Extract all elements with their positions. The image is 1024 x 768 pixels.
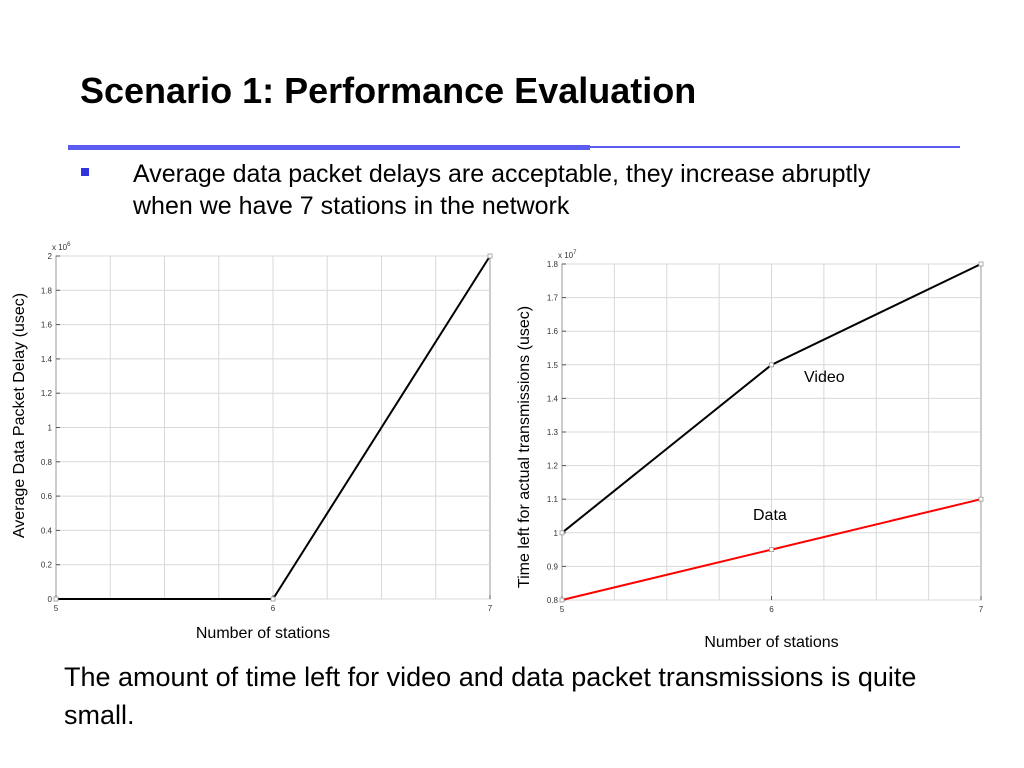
- y-multiplier-base: x 10: [52, 243, 68, 252]
- data-point: [769, 547, 774, 553]
- slide-title: Scenario 1: Performance Evaluation: [80, 70, 697, 111]
- y-axis-label: Average Data Packet Delay (usec): [11, 293, 28, 538]
- y-tick-label: 0.8: [41, 458, 53, 467]
- delay-chart-svg: 00.20.40.60.811.21.41.61.825 6 7x 106Avera…: [11, 242, 493, 642]
- time-left-chart: 0.8 0.9 1 1.1 1.2 1.3 1.4 1.5 1.6 1.7 1.8 5 6 7 x 107 T…: [505, 242, 1010, 662]
- data-point: [270, 596, 276, 602]
- x-axis-label: Number of stations: [704, 634, 838, 651]
- y-tick-label: 1.2: [41, 389, 53, 398]
- y-tick-label: 1.6: [41, 321, 53, 330]
- y-multiplier-exponent: 7: [573, 250, 577, 256]
- data-point: [769, 362, 774, 368]
- y-multiplier: x 107: [558, 250, 577, 260]
- y-tick-label: 1.3: [547, 428, 559, 437]
- y-multiplier-exponent: 6: [67, 242, 71, 248]
- data-point: [53, 596, 59, 602]
- y-tick-label: 1.2: [547, 462, 559, 471]
- y-tick-label: 0: [48, 595, 53, 604]
- y-tick-label: 1.4: [547, 394, 559, 403]
- y-tick-label: 2: [48, 252, 53, 261]
- y-multiplier-base: x 10: [558, 251, 574, 260]
- y-tick-label: 1.4: [41, 355, 53, 364]
- data-point: [978, 261, 984, 267]
- x-tick-label: 6: [271, 604, 276, 613]
- data-point: [559, 530, 565, 536]
- y-tick-label: 1: [48, 424, 53, 433]
- data-point: [559, 597, 565, 603]
- series-label-video: Video: [804, 369, 845, 386]
- y-tick-label: 1.5: [547, 361, 559, 370]
- x-tick-label: 7: [488, 604, 493, 613]
- data-point: [978, 496, 984, 502]
- y-tick-label: 1: [554, 529, 559, 538]
- x-axis-label: Number of stations: [196, 625, 330, 642]
- y-tick-label: 1.7: [547, 294, 559, 303]
- bullet-square-icon: [81, 168, 89, 176]
- delay-chart: 0 0.2 0.4 0.6 0.8 1 1.2 1.4 1.6 1.8 2 5 6 7 x 106 Avera…: [0, 232, 500, 652]
- y-tick-label: 1.8: [41, 286, 53, 295]
- series-label-data: Data: [753, 507, 787, 524]
- y-axis-label: Time left for actual transmissions (usec…: [516, 306, 533, 588]
- data-point: [487, 253, 493, 259]
- x-tick-label: 5: [54, 604, 59, 613]
- y-tick-label: 0.6: [41, 492, 53, 501]
- y-tick-label: 1.1: [547, 495, 559, 504]
- title-underline-thick: [68, 145, 590, 150]
- y-multiplier: x 106: [52, 242, 71, 252]
- y-tick-label: 0.4: [41, 526, 53, 535]
- y-tick-label: 0.9: [547, 562, 559, 571]
- y-tick-label: 0.2: [41, 561, 53, 570]
- y-tick-label: 1.6: [547, 327, 559, 336]
- title-underline-thin: [590, 146, 960, 148]
- footer-text: The amount of time left for video and da…: [64, 662, 917, 730]
- x-tick-label: 5: [560, 605, 565, 614]
- y-tick-label: 0.8: [547, 596, 559, 605]
- bullet-text: Average data packet delays are acceptabl…: [133, 160, 871, 220]
- x-tick-label: 7: [979, 605, 984, 614]
- x-tick-label: 6: [769, 605, 774, 614]
- y-tick-label: 1.8: [547, 260, 559, 269]
- time-left-chart-svg: 0.80.911.11.21.31.41.51.61.71.85 6 7x 107T…: [516, 250, 984, 651]
